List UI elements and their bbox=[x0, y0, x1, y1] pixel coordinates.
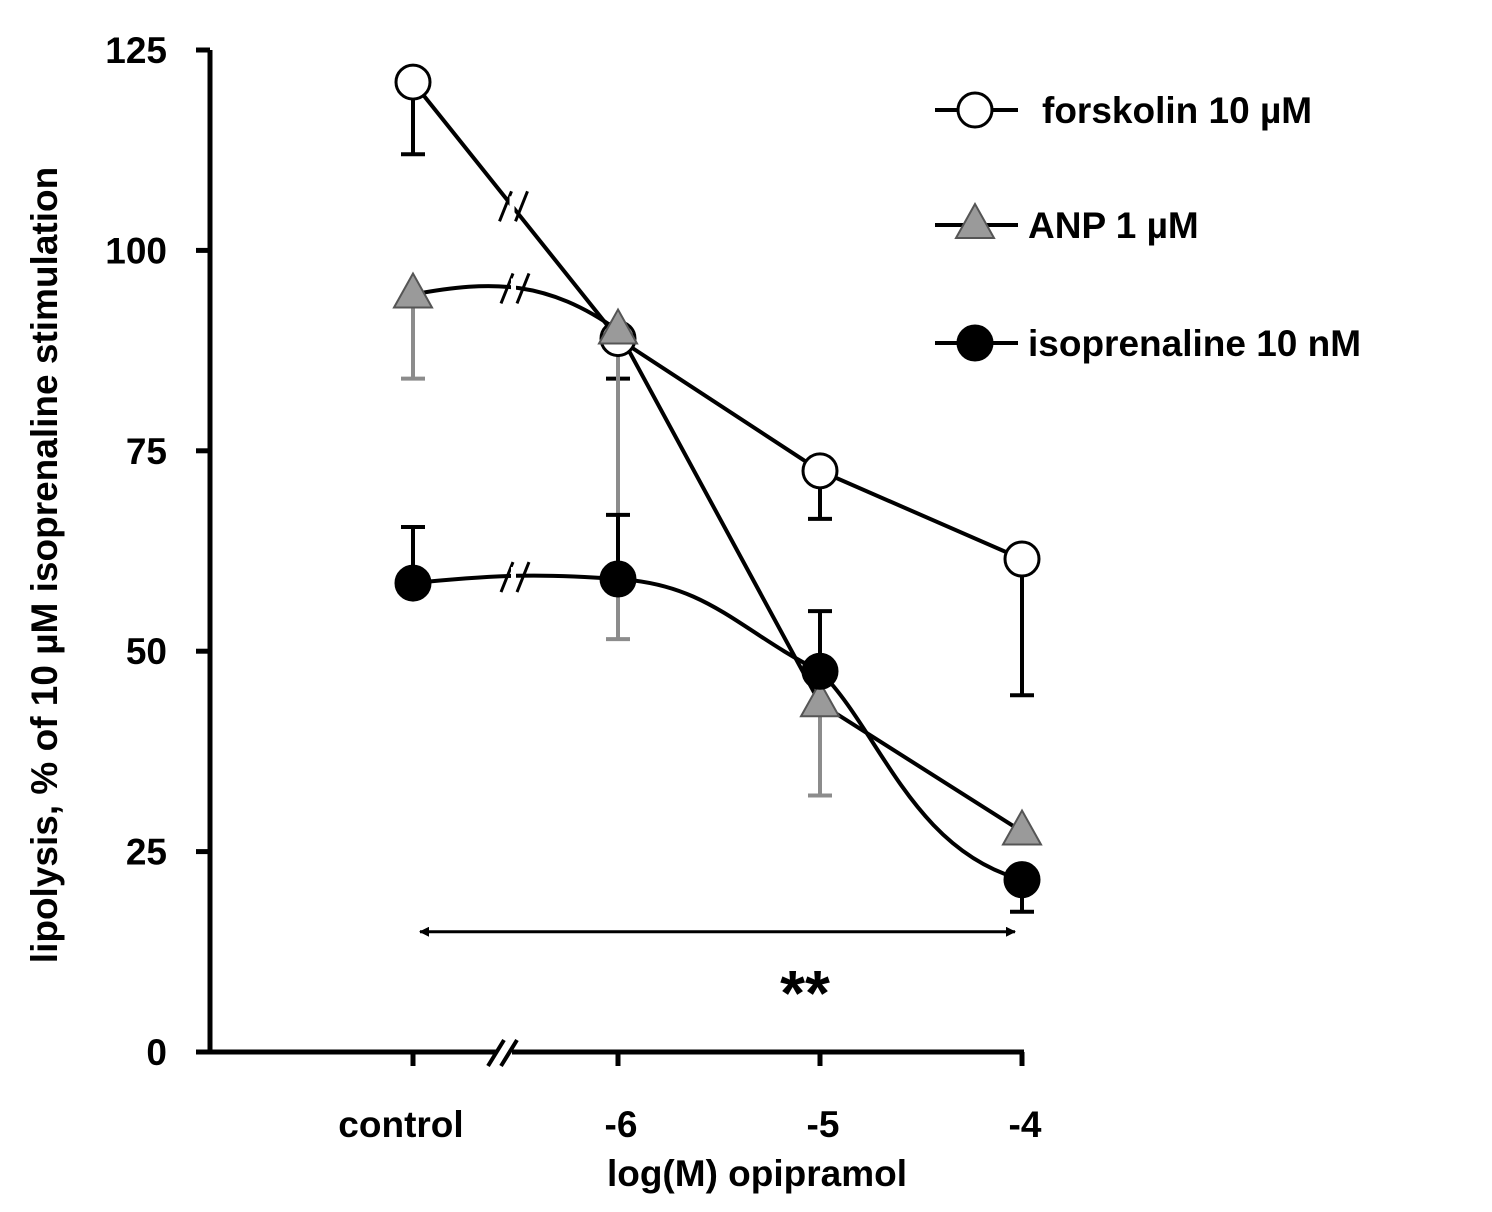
x-axis-break bbox=[486, 1038, 519, 1068]
y-tick-label: 0 bbox=[146, 1032, 167, 1073]
y-tick-label: 100 bbox=[105, 230, 167, 271]
y-tick-label: 75 bbox=[126, 431, 167, 472]
data-point-forskolin bbox=[801, 452, 839, 490]
data-point-anp bbox=[597, 307, 639, 345]
data-point-forskolin bbox=[1003, 540, 1041, 578]
data-point-forskolin bbox=[394, 63, 432, 101]
legend-label: ANP 1 µM bbox=[1028, 205, 1199, 246]
x-axis-label: log(M) opipramol bbox=[607, 1153, 907, 1194]
legend-marker-forskolin bbox=[956, 91, 994, 129]
significance-label: ** bbox=[780, 957, 830, 1029]
data-markers bbox=[392, 63, 1043, 899]
y-tick-label: 25 bbox=[126, 832, 167, 873]
series-break-anp-gap bbox=[511, 278, 516, 299]
data-point-anp bbox=[392, 271, 434, 309]
data-point-isoprenaline bbox=[1003, 861, 1041, 899]
data-point-anp bbox=[799, 680, 841, 718]
data-point-isoprenaline bbox=[394, 564, 432, 602]
x-tick-label: -4 bbox=[1009, 1104, 1042, 1145]
legend-marker-isoprenaline bbox=[956, 324, 994, 362]
legend-marker-anp bbox=[954, 201, 996, 239]
x-tick-label: control bbox=[338, 1104, 463, 1145]
data-point-anp bbox=[1001, 808, 1043, 846]
series-line-forskolin bbox=[411, 80, 1023, 561]
error-bars bbox=[401, 82, 1034, 914]
legend-label: isoprenaline 10 nM bbox=[1028, 323, 1361, 364]
axes: 0 25 50 75 100 125 control -6 -5 -4 bbox=[105, 30, 1042, 1145]
y-tick-label: 125 bbox=[105, 30, 167, 71]
legend: forskolin 10 µM ANP 1 µM isoprenaline 10 n… bbox=[935, 90, 1361, 364]
x-tick-label: -5 bbox=[807, 1104, 840, 1145]
series-line-isoprenaline bbox=[412, 573, 1023, 882]
data-point-isoprenaline bbox=[599, 560, 637, 598]
y-axis-label: lipolysis, % of 10 µM isoprenaline stimu… bbox=[24, 167, 65, 963]
y-tick-label: 50 bbox=[126, 631, 167, 672]
series-break-forskolin-gap bbox=[509, 196, 515, 217]
series-line-anp bbox=[412, 284, 1024, 834]
data-point-isoprenaline bbox=[801, 652, 839, 690]
x-tick-label: -6 bbox=[605, 1104, 638, 1145]
series-curves bbox=[411, 80, 1024, 882]
series-break-isoprenaline-gap bbox=[511, 567, 516, 588]
annotations: ** bbox=[419, 926, 1016, 1029]
legend-label: forskolin 10 µM bbox=[1042, 90, 1312, 131]
